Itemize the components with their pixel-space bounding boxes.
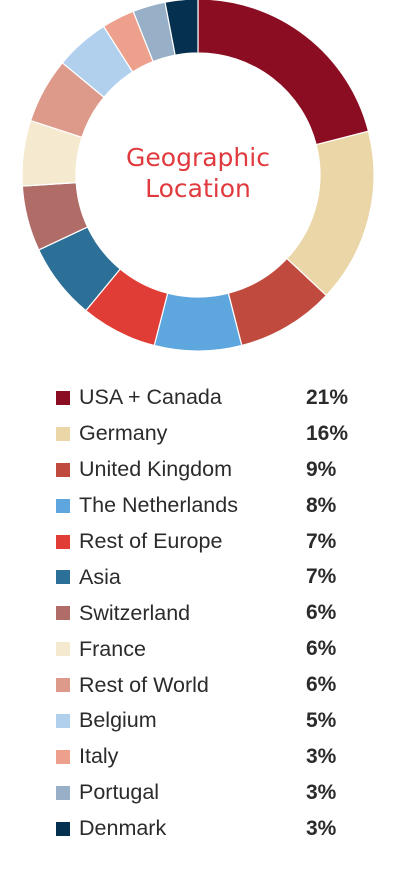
legend-label: Germany — [79, 421, 168, 446]
legend-swatch — [56, 678, 70, 693]
legend-label: France — [79, 636, 146, 661]
legend-label: Rest of Europe — [79, 529, 223, 553]
legend-value: 21% — [306, 385, 349, 409]
legend-value: 9% — [306, 457, 337, 481]
legend-label: USA + Canada — [79, 385, 222, 410]
legend-swatch — [56, 498, 70, 513]
chart-title: Geographic Location — [100, 142, 296, 204]
chart-title-line-2: Location — [145, 174, 251, 203]
legend-item-switzerland: Switzerland 6% — [56, 595, 376, 631]
legend-item-denmark: Denmark 3% — [56, 811, 376, 847]
legend-value: 3% — [306, 744, 337, 768]
legend-item-usa-canada: USA + Canada 21% — [56, 380, 376, 416]
legend-value: 7% — [306, 565, 337, 589]
legend-swatch — [56, 606, 70, 621]
legend-item-portugal: Portugal 3% — [56, 775, 376, 811]
legend-swatch — [56, 462, 70, 477]
legend-swatch — [56, 642, 70, 657]
legend-value: 5% — [306, 708, 337, 732]
legend-value: 7% — [306, 529, 337, 553]
legend-swatch — [56, 713, 70, 728]
legend-label: The Netherlands — [79, 493, 238, 518]
legend-item-the-netherlands: The Netherlands 8% — [56, 488, 376, 524]
legend-value: 6% — [306, 637, 337, 661]
donut-chart: Geographic Location — [0, 0, 400, 360]
legend-swatch — [56, 534, 70, 549]
donut-slice-denmark — [164, 0, 199, 56]
legend-label: Switzerland — [79, 600, 191, 625]
donut-slice-the-netherlands — [153, 292, 243, 352]
legend-swatch — [56, 390, 70, 405]
legend-value: 8% — [306, 493, 337, 517]
legend-item-germany: Germany 16% — [56, 416, 376, 452]
legend-item-italy: Italy 3% — [56, 739, 376, 775]
legend-label: Asia — [79, 564, 121, 589]
legend-value: 3% — [306, 780, 337, 804]
legend-value: 16% — [306, 421, 349, 445]
legend-label: Portugal — [79, 780, 160, 805]
legend-label: Italy — [79, 744, 119, 769]
legend-item-united-kingdom: United Kingdom 9% — [56, 452, 376, 488]
legend-swatch — [56, 785, 70, 800]
legend-label: Belgium — [79, 708, 157, 733]
legend-item-belgium: Belgium 5% — [56, 703, 376, 739]
donut-slice-usa-canada — [197, 0, 370, 146]
legend-item-france: France 6% — [56, 631, 376, 667]
legend-item-rest-of-europe: Rest of Europe 7% — [56, 524, 376, 560]
legend-label: Denmark — [79, 816, 167, 841]
legend-label: United Kingdom — [79, 457, 232, 482]
legend-value: 6% — [306, 673, 337, 697]
legend-swatch — [56, 426, 70, 441]
legend-item-rest-of-world: Rest of World 6% — [56, 667, 376, 703]
donut-chart-svg — [21, 0, 375, 352]
legend-swatch — [56, 570, 70, 585]
legend-swatch — [56, 749, 70, 764]
chart-title-line-1: Geographic — [126, 143, 270, 172]
legend-item-asia: Asia 7% — [56, 559, 376, 595]
legend-label: Rest of World — [79, 672, 209, 697]
legend-swatch — [56, 821, 70, 836]
legend-value: 3% — [306, 816, 337, 840]
legend-value: 6% — [306, 601, 337, 625]
legend: USA + Canada 21% Germany 16% United Kingdom 9… — [56, 380, 376, 847]
